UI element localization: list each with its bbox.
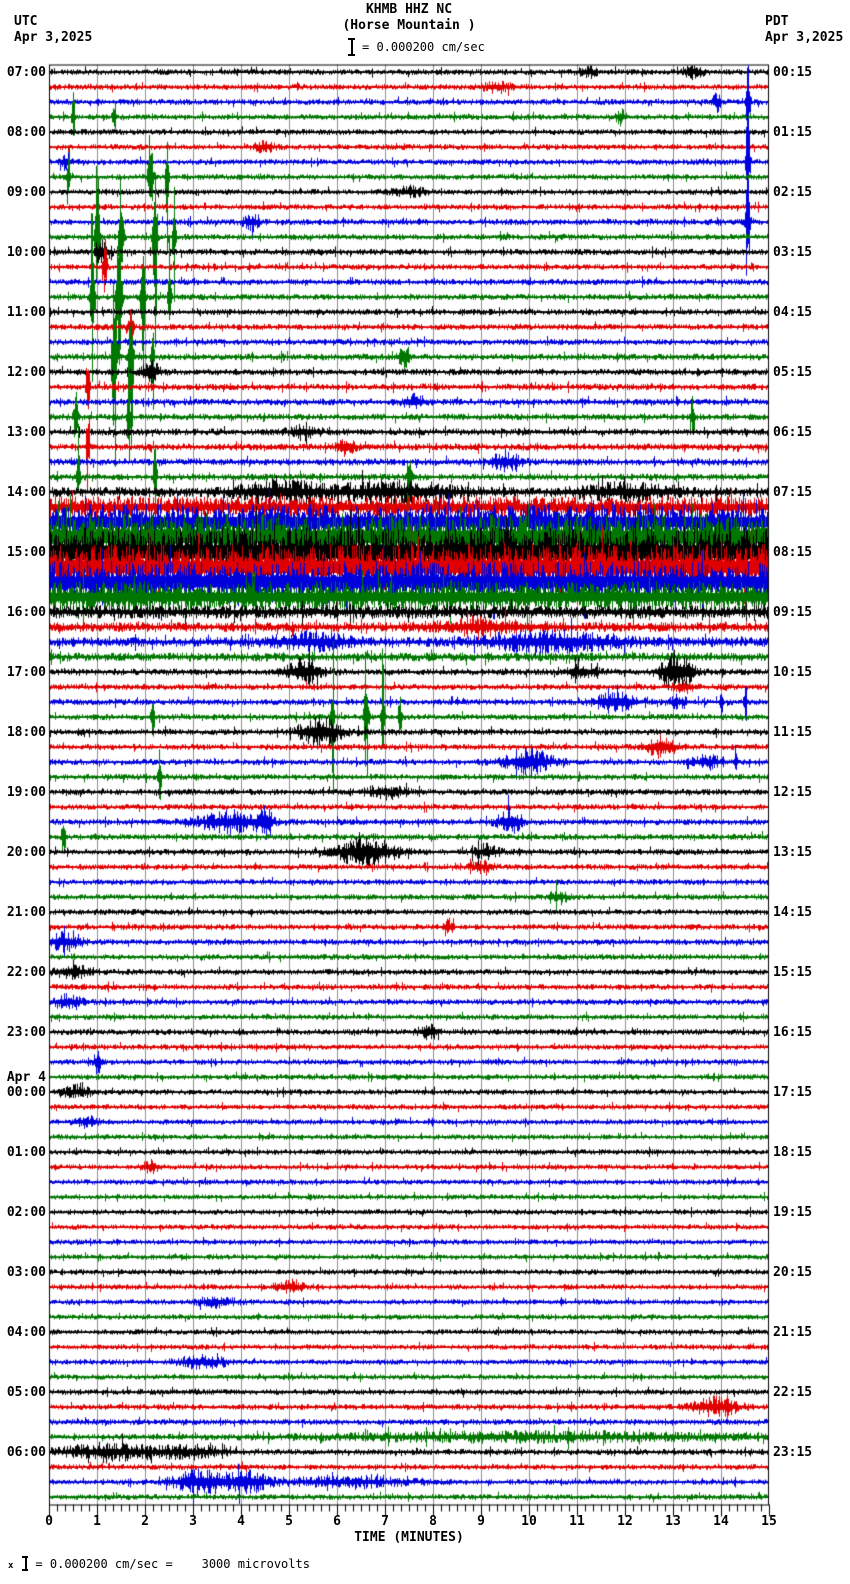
pdt-hour-label: 23:15 xyxy=(773,1445,813,1460)
pdt-hour-label: 00:15 xyxy=(773,65,813,80)
pdt-hour-label: 19:15 xyxy=(773,1205,813,1220)
utc-hour-label: 05:00 xyxy=(6,1385,46,1400)
footer-scale-note: x = 0.000200 cm/sec = 3000 microvolts xyxy=(8,1556,310,1571)
utc-hour-label: 06:00 xyxy=(6,1445,46,1460)
x-axis-title: TIME (MINUTES) xyxy=(354,1530,464,1545)
pdt-hour-label: 20:15 xyxy=(773,1265,813,1280)
x-axis-tick-label: 2 xyxy=(141,1514,149,1529)
utc-hour-label: 07:00 xyxy=(6,65,46,80)
pdt-hour-label: 06:15 xyxy=(773,425,813,440)
pdt-hour-label: 21:15 xyxy=(773,1325,813,1340)
pdt-hour-label: 05:15 xyxy=(773,365,813,380)
x-axis-tick-label: 7 xyxy=(381,1514,389,1529)
utc-hour-label: 19:00 xyxy=(6,785,46,800)
utc-date-break-label: Apr 4 xyxy=(6,1070,46,1085)
x-axis-tick-label: 3 xyxy=(189,1514,197,1529)
x-axis-tick-label: 13 xyxy=(665,1514,681,1529)
pdt-hour-label: 09:15 xyxy=(773,605,813,620)
utc-hour-label: 12:00 xyxy=(6,365,46,380)
utc-hour-label: 17:00 xyxy=(6,665,46,680)
utc-hour-label: 16:00 xyxy=(6,605,46,620)
pdt-hour-label: 10:15 xyxy=(773,665,813,680)
utc-hour-label: 09:00 xyxy=(6,185,46,200)
utc-hour-label: 14:00 xyxy=(6,485,46,500)
pdt-hour-label: 12:15 xyxy=(773,785,813,800)
pdt-hour-label: 16:15 xyxy=(773,1025,813,1040)
pdt-hour-label: 02:15 xyxy=(773,185,813,200)
footer-note-text: = 0.000200 cm/sec = 3000 microvolts xyxy=(35,1556,310,1571)
utc-hour-label: 03:00 xyxy=(6,1265,46,1280)
x-axis-tick-label: 8 xyxy=(429,1514,437,1529)
pdt-hour-label: 11:15 xyxy=(773,725,813,740)
x-axis-tick-label: 12 xyxy=(617,1514,633,1529)
right-timezone-label: PDT xyxy=(765,14,789,29)
utc-hour-label: 11:00 xyxy=(6,305,46,320)
station-title: KHMB HHZ NC xyxy=(365,2,453,17)
utc-hour-label: 13:00 xyxy=(6,425,46,440)
utc-hour-label: 02:00 xyxy=(6,1205,46,1220)
scale-label: = 0.000200 cm/sec xyxy=(362,39,485,54)
pdt-hour-label: 07:15 xyxy=(773,485,813,500)
utc-hour-label: 21:00 xyxy=(6,905,46,920)
utc-hour-label: 08:00 xyxy=(6,125,46,140)
footer-scale-bar-icon xyxy=(22,1556,29,1571)
x-axis-tick-label: 9 xyxy=(477,1514,485,1529)
utc-hour-label: 01:00 xyxy=(6,1145,46,1160)
x-axis-tick-label: 4 xyxy=(237,1514,245,1529)
right-date-label: Apr 3,2025 xyxy=(765,30,844,45)
utc-hour-label: 15:00 xyxy=(6,545,46,560)
pdt-hour-label: 13:15 xyxy=(773,845,813,860)
utc-hour-label: 23:00 xyxy=(6,1025,46,1040)
utc-hour-label: 18:00 xyxy=(6,725,46,740)
pdt-hour-label: 15:15 xyxy=(773,965,813,980)
x-axis-tick-label: 10 xyxy=(521,1514,537,1529)
utc-hour-label: 10:00 xyxy=(6,245,46,260)
utc-hour-label: 22:00 xyxy=(6,965,46,980)
scale-bar-icon xyxy=(348,38,355,56)
pdt-hour-label: 17:15 xyxy=(773,1085,813,1100)
pdt-hour-label: 01:15 xyxy=(773,125,813,140)
x-axis-tick-label: 15 xyxy=(761,1514,777,1529)
footer-note-prefix: x xyxy=(8,1561,14,1571)
pdt-hour-label: 04:15 xyxy=(773,305,813,320)
utc-hour-label: 20:00 xyxy=(6,845,46,860)
x-axis-tick-label: 0 xyxy=(45,1514,53,1529)
pdt-hour-label: 08:15 xyxy=(773,545,813,560)
x-axis-tick-label: 6 xyxy=(333,1514,341,1529)
x-axis-tick-label: 14 xyxy=(713,1514,729,1529)
utc-hour-label: 00:00 xyxy=(6,1085,46,1100)
x-axis-tick-label: 1 xyxy=(93,1514,101,1529)
pdt-hour-label: 14:15 xyxy=(773,905,813,920)
left-date-label: Apr 3,2025 xyxy=(14,30,93,45)
pdt-hour-label: 18:15 xyxy=(773,1145,813,1160)
utc-hour-label: 04:00 xyxy=(6,1325,46,1340)
left-timezone-label: UTC xyxy=(14,14,38,29)
x-axis-tick-label: 11 xyxy=(569,1514,585,1529)
x-axis-tick-label: 5 xyxy=(285,1514,293,1529)
amplitude-scale: = 0.000200 cm/sec xyxy=(348,38,485,56)
pdt-hour-label: 03:15 xyxy=(773,245,813,260)
pdt-hour-label: 22:15 xyxy=(773,1385,813,1400)
station-subtitle: (Horse Mountain ) xyxy=(342,18,476,33)
